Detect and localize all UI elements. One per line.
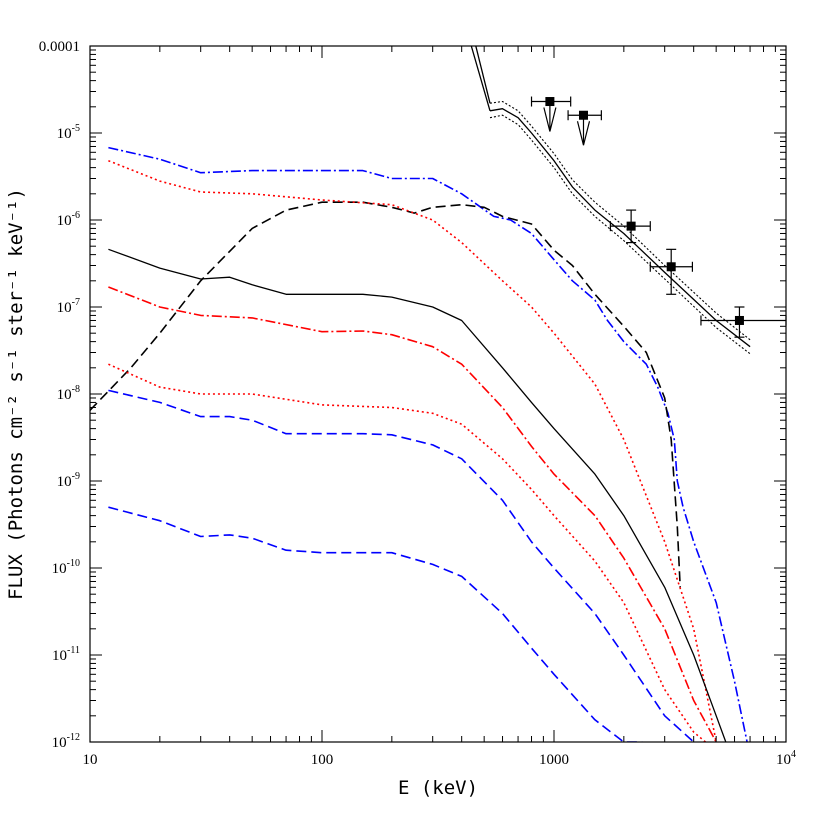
series-line-8: [108, 506, 643, 742]
x-axis-title: E (keV): [398, 777, 478, 799]
y-tick-label: 10-11: [52, 645, 80, 664]
upper-limit-arrow: [576, 121, 591, 146]
data-point-marker: [578, 110, 588, 120]
y-tick-label: 10-8: [57, 384, 80, 403]
series-line-7: [108, 389, 695, 742]
series-line-10: [489, 100, 751, 341]
y-tick-label: 0.0001: [39, 39, 80, 55]
y-axis-title: FLUX (Photons cm⁻² s⁻¹ ster⁻¹ keV⁻¹): [5, 188, 27, 600]
y-tick-label: 10-10: [52, 558, 80, 577]
series-line-2: [90, 201, 681, 588]
x-tick-label: 104: [776, 749, 796, 768]
upper-limit-arrow: [543, 107, 557, 132]
series-line-6: [108, 363, 707, 742]
series-line-11: [489, 114, 751, 355]
y-tick-label: 10-9: [57, 471, 80, 490]
data-point-3: [609, 209, 651, 244]
y-tick-label: 10-6: [57, 210, 80, 229]
data-point-5: [700, 306, 787, 338]
data-point-2: [567, 110, 602, 146]
y-tick-label: 10-5: [57, 123, 80, 142]
x-tick-label: 10: [83, 752, 98, 768]
series-line-12: [470, 46, 491, 111]
x-tick-label: 100: [311, 752, 334, 768]
data-point-4: [649, 248, 694, 295]
y-tick-label: 10-12: [52, 732, 80, 751]
series-line-3: [108, 159, 717, 742]
series-line-9: [489, 108, 751, 348]
data-point-marker: [734, 315, 744, 325]
plot-frame: [89, 45, 787, 743]
data-point-1: [530, 96, 572, 132]
data-points-layer: [530, 96, 787, 338]
series-line-13: [475, 46, 491, 104]
series-line-4: [108, 248, 727, 742]
data-point-marker: [545, 97, 555, 107]
series-layer: [90, 46, 751, 742]
data-point-marker: [626, 221, 636, 231]
series-line-5: [108, 286, 717, 742]
series-line-1: [108, 146, 748, 742]
x-tick-label: 1000: [539, 752, 569, 768]
axis-ticks: 10 100 1000 104 10-12 10-11 10-10 10-9 10-8 10-7 1…: [39, 39, 796, 768]
data-point-marker: [666, 262, 676, 272]
y-tick-label: 10-7: [57, 297, 80, 316]
